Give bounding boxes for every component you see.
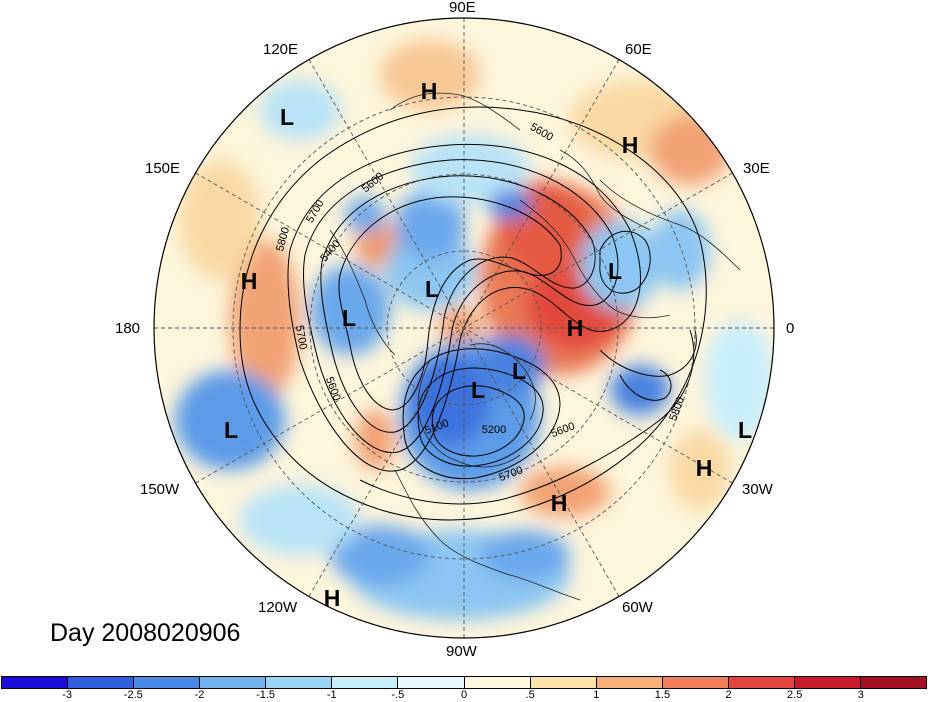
colorbar-cell (2, 677, 69, 688)
colorbar-cell (728, 677, 795, 688)
colorbar-cell (332, 677, 399, 688)
lon-label-30w: 30W (742, 481, 773, 498)
low-pressure-label: L (280, 104, 294, 130)
coastlines (329, 92, 741, 601)
colorbar-cell (861, 677, 927, 688)
colorbar-tick-label: -2 (194, 689, 205, 701)
map-boundary (153, 17, 775, 639)
high-pressure-label: H (551, 490, 568, 516)
lon-label-150e: 150E (145, 160, 181, 177)
low-pressure-label: L (471, 377, 485, 403)
height-contours (239, 106, 707, 521)
high-pressure-label: H (567, 315, 584, 341)
lon-label-90e: 90E (449, 0, 476, 16)
colorbar-cell (794, 677, 862, 688)
lon-label-0: 0 (786, 320, 795, 337)
colorbar-tick-label: 1 (593, 689, 600, 701)
colorbar-cell (200, 677, 267, 688)
low-pressure-label: L (342, 305, 356, 331)
colorbar-tick-label: -1.5 (256, 689, 276, 701)
lon-label-60w: 60W (622, 599, 653, 616)
high-pressure-label: H (696, 455, 713, 481)
colorbar-cell (398, 677, 465, 688)
low-pressure-label: L (512, 358, 526, 384)
low-pressure-label: L (608, 258, 622, 284)
high-pressure-label: H (622, 132, 639, 158)
colorbar-cell (134, 677, 201, 688)
lon-label-90w: 90W (446, 643, 477, 660)
colorbar-cell (596, 677, 663, 688)
page-title: Day 2008020906 (50, 619, 241, 647)
colorbar-tick-label: -2.5 (123, 689, 143, 701)
colorbar-tick-label: -1 (326, 689, 337, 701)
colorbar-tick-label: 1.5 (654, 689, 671, 701)
lon-label-120e: 120E (263, 41, 299, 58)
anomaly-field (154, 18, 774, 638)
lon-label-180: 180 (115, 320, 141, 337)
lon-label-30e: 30E (743, 160, 770, 177)
colorbar-tick-label: 2 (725, 689, 732, 701)
low-pressure-label: L (738, 417, 752, 443)
graticule (154, 18, 774, 638)
high-pressure-label: H (241, 268, 258, 294)
low-pressure-label: L (224, 417, 238, 443)
colorbar-cell (530, 677, 597, 688)
colorbar-tick-label: -3 (62, 689, 73, 701)
contour-value-label: 5700 (293, 324, 309, 350)
colorbar-cell (68, 677, 135, 688)
lon-label-120w: 120W (258, 599, 298, 616)
colorbar-tick-label: .5 (525, 689, 535, 701)
contour-value-label: 5200 (482, 424, 506, 436)
colorbar-cell (662, 677, 729, 688)
colorbar-tick-label: 0 (460, 689, 468, 701)
colorbar (1, 676, 927, 689)
colorbar-cell (266, 677, 333, 688)
colorbar-tick-label: 3 (857, 689, 864, 701)
colorbar-tick-label: 2.5 (787, 689, 803, 701)
high-pressure-label: H (324, 585, 341, 611)
colorbar-tick-label: -.5 (391, 689, 405, 701)
lon-label-150w: 150W (140, 481, 180, 498)
low-pressure-label: L (425, 276, 439, 302)
high-pressure-label: H (421, 78, 438, 104)
colorbar-cell (464, 677, 531, 688)
lon-label-60e: 60E (625, 41, 652, 58)
